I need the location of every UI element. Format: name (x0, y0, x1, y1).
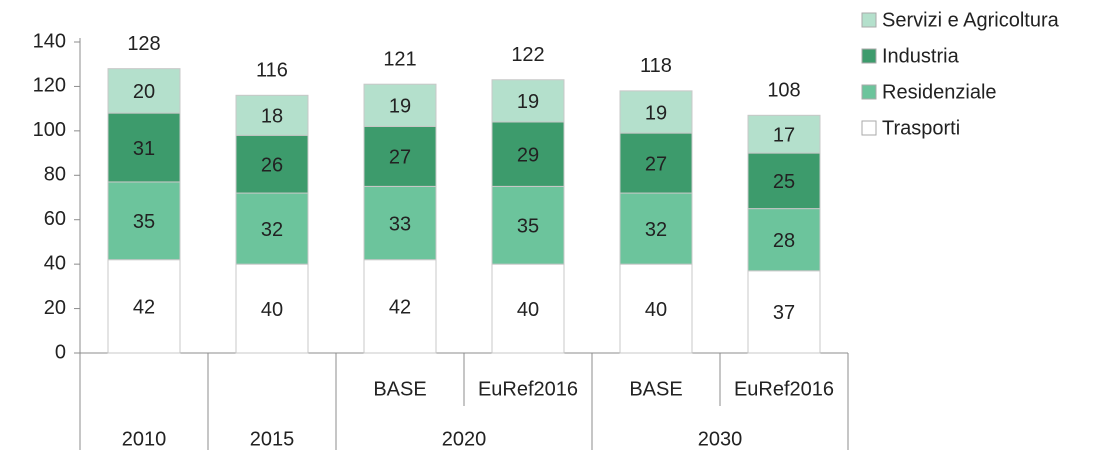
data-label: 19 (389, 96, 411, 118)
data-label: 32 (261, 219, 283, 241)
total-label: 108 (767, 80, 800, 102)
data-label: 26 (261, 154, 283, 176)
data-label: 29 (517, 144, 539, 166)
bar-segment (491, 185, 565, 265)
bar-segment (619, 90, 693, 134)
data-label: 20 (133, 81, 155, 103)
legend-label: Trasporti (882, 117, 960, 139)
data-label: 31 (133, 138, 155, 160)
y-tick-label: 60 (44, 208, 66, 230)
data-label: 25 (773, 171, 795, 193)
data-label: 40 (517, 299, 539, 321)
bar-segment (747, 152, 821, 210)
legend-label: Servizi e Agricoltura (882, 9, 1060, 31)
data-label: 37 (773, 302, 795, 324)
x-tick-label: EuRef2016 (478, 378, 578, 400)
bar-segment (619, 132, 693, 194)
data-label: 17 (773, 124, 795, 146)
legend-swatch (861, 84, 877, 100)
data-label: 42 (389, 297, 411, 319)
bar-segment (363, 83, 437, 127)
bar-segment (363, 185, 437, 261)
bar-segment (107, 259, 181, 354)
total-label: 122 (511, 44, 544, 66)
data-label: 42 (133, 297, 155, 319)
data-label: 19 (517, 91, 539, 113)
legend-swatch (861, 12, 877, 28)
bar-segment (491, 263, 565, 354)
data-label: 33 (389, 213, 411, 235)
bar-segment (107, 181, 181, 261)
total-label: 118 (640, 55, 672, 77)
bar-segment (747, 208, 821, 272)
legend-label: Industria (882, 45, 960, 67)
y-tick-label: 120 (33, 75, 66, 97)
bar-segment (491, 121, 565, 187)
y-tick-label: 80 (44, 164, 66, 186)
data-label: 27 (645, 153, 667, 175)
bar-segment (491, 79, 565, 123)
bar-segment (235, 192, 309, 265)
data-label: 18 (261, 106, 283, 128)
bar-segment (235, 94, 309, 136)
x-tick-label: BASE (373, 378, 426, 400)
legend-swatch (861, 48, 877, 64)
total-label: 128 (127, 33, 160, 55)
bar-segment (747, 114, 821, 154)
data-label: 40 (645, 299, 667, 321)
x-tick-label: BASE (629, 378, 682, 400)
data-label: 27 (389, 147, 411, 169)
bar-segment (363, 259, 437, 354)
data-label: 40 (261, 299, 283, 321)
y-tick-label: 40 (44, 252, 66, 274)
bar-segment (747, 270, 821, 354)
bar-segment (235, 263, 309, 354)
x-tick-label: EuRef2016 (734, 378, 834, 400)
y-tick-label: 100 (33, 119, 66, 141)
bar-segment (619, 263, 693, 354)
y-tick-label: 140 (33, 30, 66, 52)
legend-swatch (861, 120, 877, 136)
data-label: 32 (645, 219, 667, 241)
group-label: 2010 (122, 428, 167, 450)
legend-label: Residenziale (882, 81, 997, 103)
group-label: 2030 (698, 428, 743, 450)
bar-segment (619, 192, 693, 265)
data-label: 19 (645, 102, 667, 124)
data-label: 35 (517, 216, 539, 238)
group-label: 2020 (442, 428, 487, 450)
bar-segment (107, 112, 181, 183)
y-tick-label: 0 (55, 341, 66, 363)
data-label: 28 (773, 230, 795, 252)
data-label: 35 (133, 211, 155, 233)
y-tick-label: 20 (44, 297, 66, 319)
group-label: 2015 (250, 428, 295, 450)
total-label: 121 (383, 48, 416, 70)
bar-segment (107, 68, 181, 114)
total-label: 116 (256, 60, 288, 82)
